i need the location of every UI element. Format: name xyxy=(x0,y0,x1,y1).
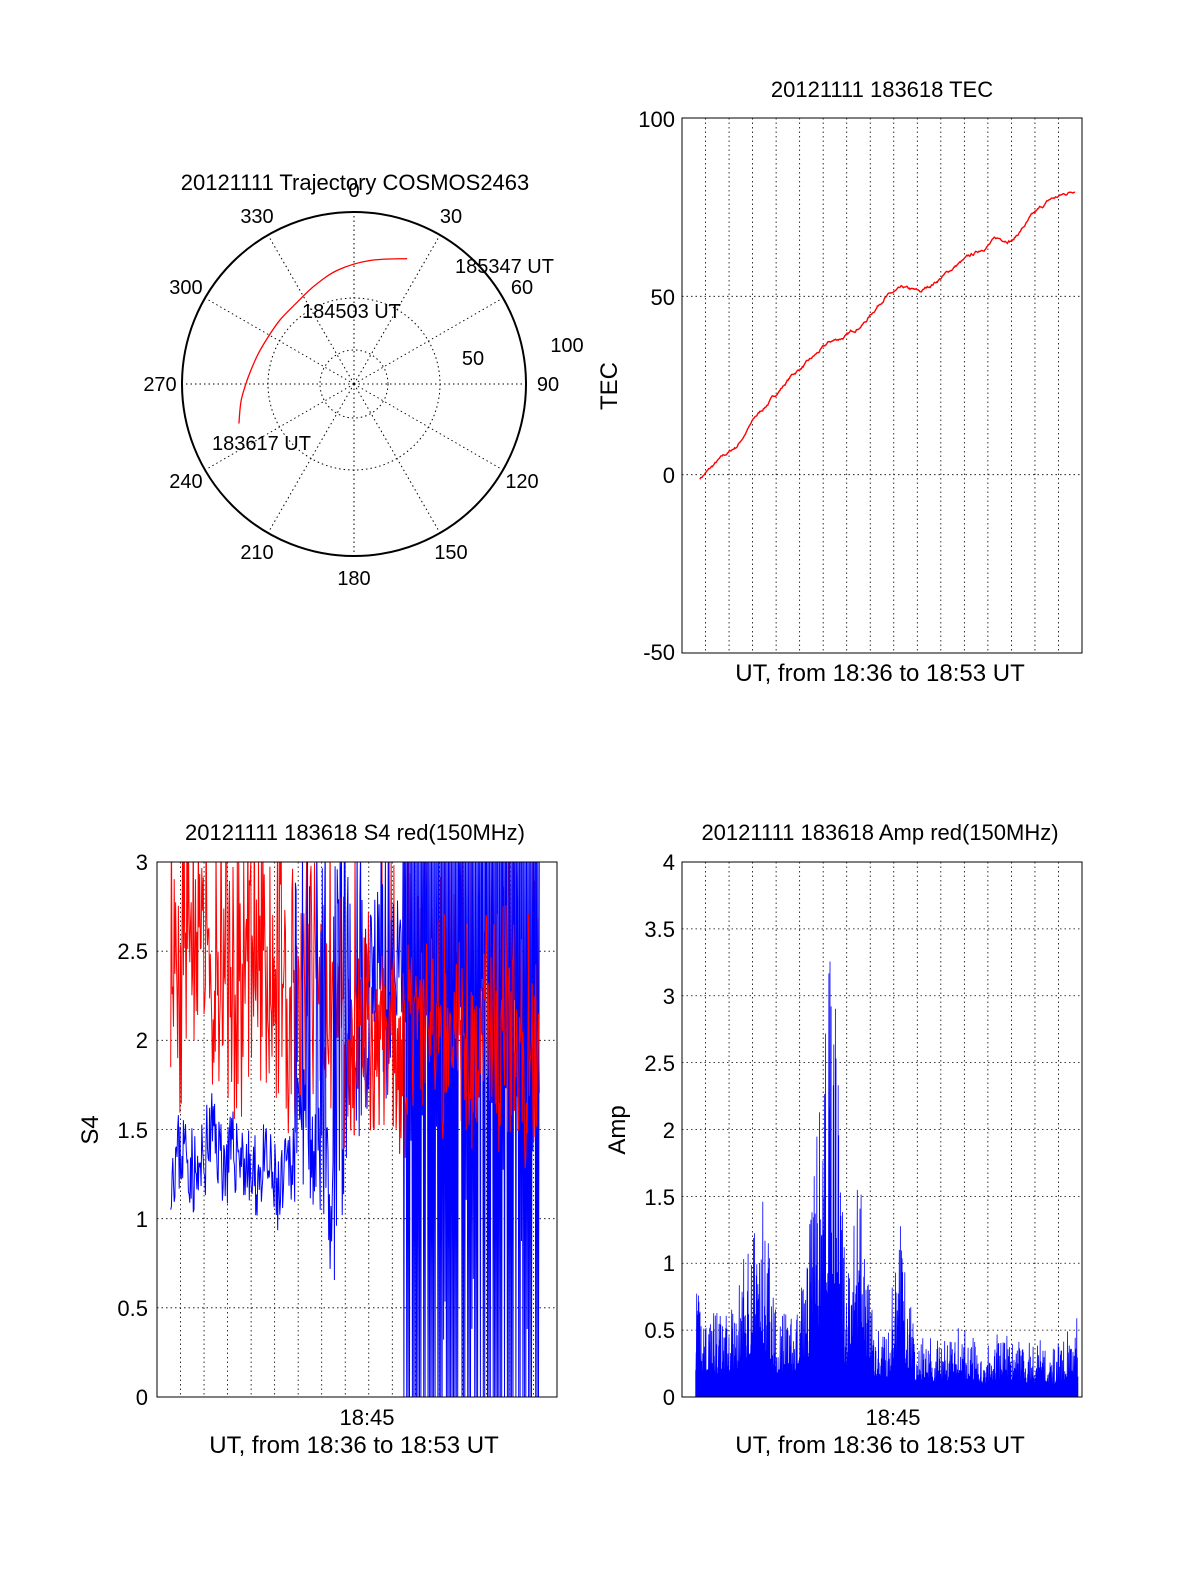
amp-ytick-2.5: 2.5 xyxy=(644,1051,675,1076)
amp-ytick-2: 2 xyxy=(663,1118,675,1143)
s4-ytick-2: 2 xyxy=(136,1028,148,1053)
polar-spoke xyxy=(204,297,355,385)
s4-xtick-1845: 18:45 xyxy=(339,1405,394,1430)
polar-spoke xyxy=(267,383,355,534)
polar-azimuth-label-120: 120 xyxy=(505,471,538,493)
tec-ylabel: TEC xyxy=(596,362,623,410)
polar-spoke xyxy=(353,383,441,534)
s4-ytick-1.5: 1.5 xyxy=(117,1118,148,1143)
polar-azimuth-label-30: 30 xyxy=(440,206,462,228)
amp-xlabel: UT, from 18:36 to 18:53 UT xyxy=(735,1432,1025,1459)
polar-azimuth-label-210: 210 xyxy=(240,542,273,564)
tec-grid xyxy=(682,118,1082,653)
polar-title: 20121111 Trajectory COSMOS2463 xyxy=(181,170,530,195)
amp-ytick-1.5: 1.5 xyxy=(644,1185,675,1210)
tec-ytick-50: 50 xyxy=(651,285,675,310)
amp-ytick-0: 0 xyxy=(663,1385,675,1410)
s4-panel: 20121111 183618 S4 red(150MHz) 3 2.5 2 1… xyxy=(77,820,558,1459)
s4-ylabel: S4 xyxy=(77,1115,104,1144)
amp-title: 20121111 183618 Amp red(150MHz) xyxy=(701,820,1058,845)
tec-series-line xyxy=(699,191,1076,480)
polar-azimuth-label-90: 90 xyxy=(537,374,559,396)
tec-ytick-100: 100 xyxy=(638,107,675,132)
amp-ytick-3.5: 3.5 xyxy=(644,917,675,942)
polar-ring xyxy=(319,349,389,419)
polar-outer-circle xyxy=(181,211,527,557)
polar-azimuth-label-300: 300 xyxy=(169,277,202,299)
amp-ytick-3: 3 xyxy=(663,984,675,1009)
polar-spoke xyxy=(204,383,355,471)
tec-title: 20121111 183618 TEC xyxy=(771,77,993,102)
polar-azimuth-label-60: 60 xyxy=(511,277,533,299)
amp-panel: 20121111 183618 Amp red(150MHz) 4 3.5 3 … xyxy=(604,820,1083,1459)
tec-panel: 20121111 183618 TEC 100 50 0 -50 TEC UT,… xyxy=(596,77,1083,687)
s4-ytick-0.5: 0.5 xyxy=(117,1296,148,1321)
amp-ytick-4: 4 xyxy=(663,850,675,875)
amp-ytick-0.5: 0.5 xyxy=(644,1318,675,1343)
annotation-end-time: 185347 UT xyxy=(455,256,554,278)
amp-ytick-1: 1 xyxy=(663,1251,675,1276)
tec-ytick-neg50: -50 xyxy=(643,640,675,665)
polar-spoke xyxy=(353,234,441,385)
amp-ylabel: Amp xyxy=(604,1105,631,1154)
s4-ytick-2.5: 2.5 xyxy=(117,939,148,964)
tec-xlabel: UT, from 18:36 to 18:53 UT xyxy=(735,660,1025,687)
polar-grid xyxy=(182,212,526,556)
polar-azimuth-label-180: 180 xyxy=(337,568,370,590)
s4-ytick-3: 3 xyxy=(136,850,148,875)
amp-frame xyxy=(681,861,1083,1398)
polar-azimuth-label-150: 150 xyxy=(434,542,467,564)
polar-azimuth-label-0: 0 xyxy=(348,180,359,202)
s4-title: 20121111 183618 S4 red(150MHz) xyxy=(185,820,525,845)
s4-ytick-0: 0 xyxy=(136,1385,148,1410)
s4-ytick-1: 1 xyxy=(136,1207,148,1232)
s4-red-series-overlay xyxy=(348,905,540,1169)
polar-azimuth-label-270: 270 xyxy=(143,374,176,396)
polar-spoke xyxy=(267,234,355,385)
s4-frame xyxy=(156,861,558,1398)
s4-xlabel: UT, from 18:36 to 18:53 UT xyxy=(209,1432,499,1459)
polar-azimuth-label-240: 240 xyxy=(169,471,202,493)
tec-ytick-0: 0 xyxy=(663,463,675,488)
annotation-start-time: 183617 UT xyxy=(212,433,311,455)
polar-azimuth-labels: 0 30 60 90 120 150 180 210 240 270 300 330 xyxy=(143,180,559,590)
annotation-mid-time: 184503 UT xyxy=(302,301,401,323)
polar-radius-label-50: 50 xyxy=(462,348,484,370)
polar-azimuth-label-330: 330 xyxy=(240,206,273,228)
polar-panel: 20121111 Trajectory COSMOS2463 0 30 60 90 12… xyxy=(143,170,583,590)
amp-xtick-1845: 18:45 xyxy=(865,1405,920,1430)
polar-radius-label-100: 100 xyxy=(550,335,583,357)
polar-spoke xyxy=(353,297,504,385)
trajectory-track xyxy=(238,257,408,424)
polar-spoke xyxy=(353,383,504,471)
amp-series xyxy=(695,961,1079,1397)
tec-frame xyxy=(681,117,1083,654)
